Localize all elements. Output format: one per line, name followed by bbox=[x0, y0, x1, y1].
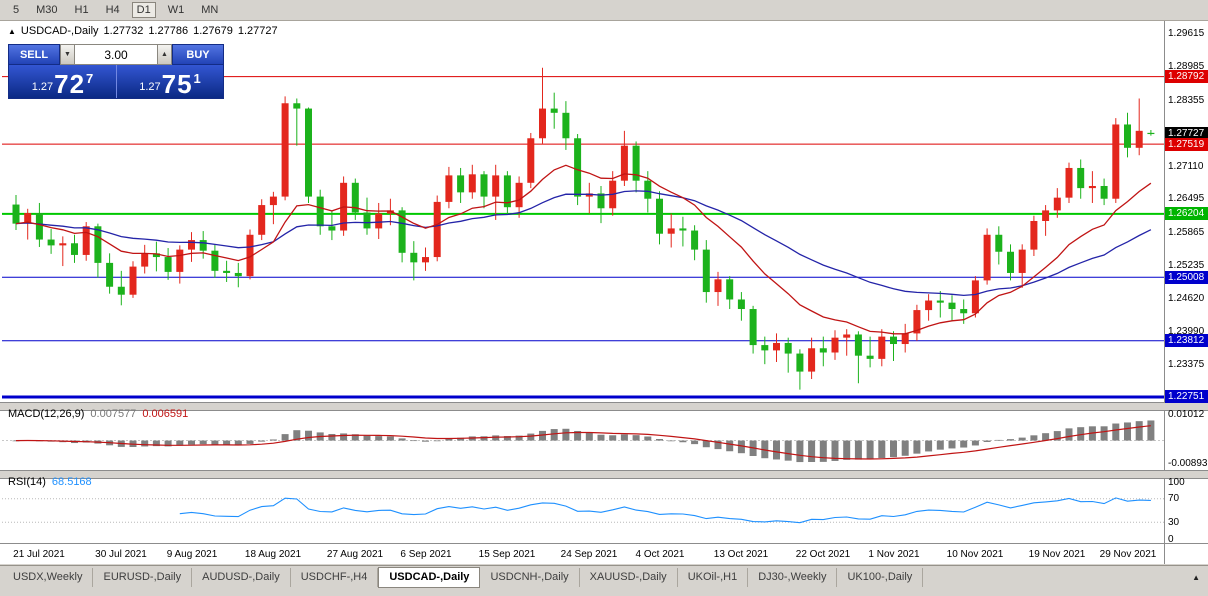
date-label: 9 Aug 2021 bbox=[166, 549, 218, 560]
macd-scale-top: 0.01012 bbox=[1168, 409, 1205, 420]
date-label: 6 Sep 2021 bbox=[400, 549, 452, 560]
date-label: 4 Oct 2021 bbox=[635, 549, 685, 560]
macd-signal-value: 0.006591 bbox=[142, 408, 189, 420]
one-click-trade-panel: SELL ▼ 3.00 ▲ BUY 1.27 72 7 1.27 75 1 bbox=[8, 44, 224, 99]
rsi-name: RSI(14) bbox=[8, 476, 46, 488]
timeframe-button-mn[interactable]: MN bbox=[201, 4, 219, 16]
price-scale-label: 1.24620 bbox=[1168, 293, 1205, 304]
timeframe-toolbar: 5 M30 H1 H4 D1 W1 MN bbox=[0, 0, 1208, 21]
sell-price-big: 72 bbox=[54, 69, 86, 99]
macd-main-value: 0.007577 bbox=[90, 408, 137, 420]
price-badge: 1.26204 bbox=[1165, 207, 1208, 220]
date-label: 10 Nov 2021 bbox=[946, 549, 1004, 560]
macd-scale-bottom: -0.00893 bbox=[1168, 458, 1208, 469]
buy-price-pip: 1 bbox=[193, 71, 201, 86]
chart-title: ▲ USDCAD-,Daily 1.27732 1.27786 1.27679 … bbox=[8, 25, 278, 37]
price-scale-label: 1.29615 bbox=[1168, 28, 1205, 39]
buy-price-prefix: 1.27 bbox=[139, 81, 161, 93]
chart-tab-usdcnh-[interactable]: USDCNH-,Daily bbox=[480, 568, 580, 587]
date-label: 30 Jul 2021 bbox=[95, 549, 147, 560]
price-scale-label: 1.23990 bbox=[1168, 326, 1205, 337]
pane-separator[interactable] bbox=[0, 470, 1208, 479]
chart-tab-usdx[interactable]: USDX,Weekly bbox=[3, 568, 94, 587]
rsi-indicator-label: RSI(14) 68.5168 bbox=[8, 476, 92, 488]
pane-separator[interactable] bbox=[0, 402, 1208, 411]
rsi-scale-30: 30 bbox=[1168, 517, 1180, 528]
sell-price-pip: 7 bbox=[86, 71, 94, 86]
date-label: 29 Nov 2021 bbox=[1099, 549, 1157, 560]
timeframe-button-h1[interactable]: H1 bbox=[74, 4, 89, 16]
date-label: 1 Nov 2021 bbox=[868, 549, 920, 560]
price-badge: 1.22751 bbox=[1165, 390, 1208, 403]
date-label: 22 Oct 2021 bbox=[795, 549, 851, 560]
chart-tab-eurusd-[interactable]: EURUSD-,Daily bbox=[93, 568, 193, 587]
buy-button[interactable]: BUY bbox=[172, 44, 224, 65]
price-badge: 1.27727 bbox=[1165, 127, 1208, 140]
chart-tab-usdcad-[interactable]: USDCAD-,Daily bbox=[378, 567, 481, 588]
buy-price-big: 75 bbox=[161, 69, 193, 99]
buy-price-display[interactable]: 1.27 75 1 bbox=[116, 65, 223, 98]
chart-tab-usdchf-[interactable]: USDCHF-,H4 bbox=[291, 568, 379, 587]
price-scale-label: 1.28985 bbox=[1168, 61, 1205, 72]
volume-input[interactable]: 3.00 bbox=[75, 44, 157, 65]
chart-canvas[interactable] bbox=[0, 21, 1208, 564]
chart-symbol-period: USDCAD-,Daily bbox=[20, 25, 99, 37]
price-badge: 1.25008 bbox=[1165, 271, 1208, 284]
price-scale-label: 1.27110 bbox=[1168, 161, 1204, 172]
ohlc-low: 1.27679 bbox=[193, 25, 233, 37]
timeframe-button-w1[interactable]: W1 bbox=[167, 4, 185, 16]
timeframe-button-d1[interactable]: D1 bbox=[131, 2, 156, 18]
chart-tab-bar: USDX,Weekly EURUSD-,Daily AUDUSD-,Daily USD… bbox=[0, 565, 1208, 589]
date-label: 19 Nov 2021 bbox=[1028, 549, 1086, 560]
timeframe-button-m30[interactable]: M30 bbox=[36, 4, 58, 16]
date-label: 13 Oct 2021 bbox=[713, 549, 769, 560]
rsi-value: 68.5168 bbox=[51, 476, 92, 488]
price-scale-label: 1.28355 bbox=[1168, 95, 1205, 106]
price-scale-label: 1.25865 bbox=[1168, 227, 1205, 238]
price-badge: 1.23812 bbox=[1165, 334, 1208, 347]
date-label: 21 Jul 2021 bbox=[13, 549, 65, 560]
rsi-scale-100: 100 bbox=[1168, 477, 1185, 488]
volume-increase-button[interactable]: ▲ bbox=[157, 44, 172, 65]
chart-tab-xauusd-[interactable]: XAUUSD-,Daily bbox=[580, 568, 678, 587]
sell-button[interactable]: SELL bbox=[8, 44, 60, 65]
sell-price-display[interactable]: 1.27 72 7 bbox=[9, 65, 116, 98]
chart-marker-icon: ▲ bbox=[8, 26, 16, 36]
chart-tab-dj30-[interactable]: DJ30-,Weekly bbox=[748, 568, 838, 587]
ohlc-high: 1.27786 bbox=[148, 25, 189, 37]
sell-price-prefix: 1.27 bbox=[31, 81, 54, 93]
macd-indicator-label: MACD(12,26,9) 0.007577 0.006591 bbox=[8, 408, 188, 420]
volume-decrease-button[interactable]: ▼ bbox=[60, 44, 75, 65]
chart-tab-audusd-[interactable]: AUDUSD-,Daily bbox=[192, 568, 291, 587]
chart-tab-uk100-[interactable]: UK100-,Daily bbox=[837, 568, 924, 587]
ohlc-close: 1.27727 bbox=[237, 25, 278, 37]
date-label: 27 Aug 2021 bbox=[326, 549, 384, 560]
timeframe-button-5[interactable]: 5 bbox=[13, 4, 20, 16]
price-scale-label: 1.25235 bbox=[1168, 260, 1205, 271]
date-label: 24 Sep 2021 bbox=[560, 549, 618, 560]
rsi-scale-70: 70 bbox=[1168, 493, 1180, 504]
price-badge: 1.27519 bbox=[1165, 138, 1208, 151]
macd-name: MACD(12,26,9) bbox=[8, 408, 85, 420]
ohlc-open: 1.27732 bbox=[103, 25, 144, 37]
timeframe-button-h4[interactable]: H4 bbox=[105, 4, 120, 16]
date-label: 15 Sep 2021 bbox=[478, 549, 536, 560]
chart-tab-ukoil-[interactable]: UKOil-,H1 bbox=[678, 568, 749, 587]
price-scale-label: 1.23375 bbox=[1168, 359, 1205, 370]
date-label: 18 Aug 2021 bbox=[244, 549, 302, 560]
price-badge: 1.28792 bbox=[1165, 70, 1208, 83]
tab-scroll-arrow[interactable]: ▲ bbox=[1192, 573, 1200, 582]
rsi-scale-0: 0 bbox=[1168, 534, 1174, 545]
price-scale-label: 1.26495 bbox=[1168, 193, 1205, 204]
